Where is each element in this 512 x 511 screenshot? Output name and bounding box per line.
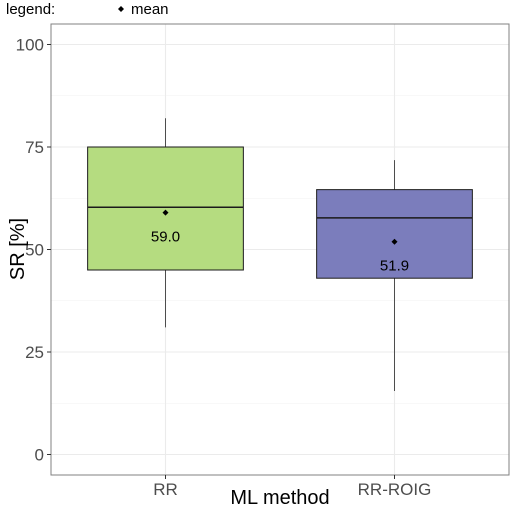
box-rr: 59.0 [87, 118, 244, 328]
mean-marker [391, 238, 398, 245]
x-tick-label: RR-ROIG [358, 480, 432, 499]
iqr-box [316, 189, 473, 279]
y-tick-label: 0 [35, 446, 44, 465]
legend-mean-symbol-icon [118, 6, 124, 12]
x-tick-label: RR [153, 480, 178, 499]
y-tick-label: 50 [25, 241, 44, 260]
mean-marker [162, 209, 169, 216]
box-rr-roig: 51.9 [316, 160, 473, 391]
x-axis-title: ML method [230, 487, 329, 509]
legend-title: legend: [6, 1, 55, 18]
legend-mean-label: mean [131, 1, 169, 18]
boxes: 59.0 51.9 [87, 118, 473, 391]
legend: legend: mean [6, 1, 169, 18]
iqr-box [87, 146, 244, 271]
mean-value-label: 51.9 [380, 258, 409, 275]
y-tick-label: 100 [16, 36, 44, 55]
mean-value-label: 59.0 [151, 229, 180, 246]
y-tick-label: 75 [25, 138, 44, 157]
y-tick-label: 25 [25, 343, 44, 362]
y-axis-title: SR [%] [7, 218, 29, 280]
tick-labels: 0 25 50 75 100 RR RR-ROIG [16, 36, 432, 500]
